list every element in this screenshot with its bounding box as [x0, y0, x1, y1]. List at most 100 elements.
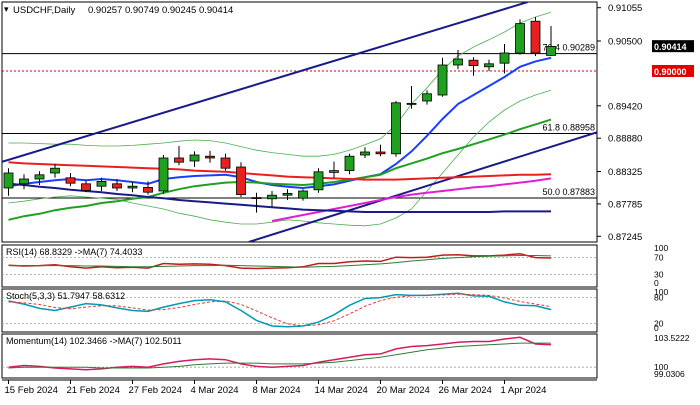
rsi-tick-label: 0 — [654, 278, 659, 288]
price-panel-frame — [1, 1, 598, 243]
candle — [19, 174, 29, 190]
candle — [205, 150, 215, 163]
candle — [313, 168, 324, 193]
bollinger-upper — [8, 11, 552, 157]
candle-body — [375, 151, 386, 155]
momentum-tick-label: 103.5222 — [654, 333, 690, 343]
price-tick-label: 0.90500 — [608, 37, 642, 48]
stoch-tick-label: 0 — [654, 323, 659, 333]
candle — [530, 17, 541, 56]
trendline-channel-upper — [2, 2, 529, 163]
candle — [81, 180, 91, 193]
candle-body — [158, 157, 169, 192]
candle-body — [251, 197, 262, 200]
rsi-tick-label: 70 — [654, 253, 664, 263]
candle — [468, 57, 479, 76]
candle — [267, 191, 277, 207]
candle-body — [174, 157, 184, 163]
momentum-series-1 — [8, 342, 551, 369]
candle — [236, 162, 246, 197]
candle-body — [143, 186, 153, 193]
candle — [499, 44, 510, 74]
rsi-series-0 — [8, 253, 552, 270]
bollinger-lower — [8, 89, 552, 227]
price-tick-label: 0.89420 — [608, 101, 642, 112]
ma-green — [8, 118, 552, 221]
candle-body — [468, 59, 479, 67]
candle-body — [329, 170, 339, 173]
level-label-2: 61.8 0.88958 — [542, 123, 595, 133]
candle-body — [298, 190, 308, 199]
candle — [484, 59, 494, 71]
momentum-tick-label: 99.0306 — [654, 369, 685, 379]
candle-body — [344, 155, 355, 171]
candle — [251, 192, 262, 213]
candle — [329, 161, 339, 178]
candle-body — [50, 167, 60, 174]
price-tick-label: 0.88325 — [608, 167, 642, 178]
momentum-panel-frame — [1, 333, 598, 379]
candle — [515, 19, 525, 55]
stoch-tick-label: 80 — [654, 293, 664, 303]
candle — [96, 177, 107, 191]
rsi-tick-label: 30 — [654, 269, 664, 279]
rsi-legend: RSI(14) 68.8329 ->MA(7) 74.4033 — [6, 247, 142, 257]
level-price-tag-label: 0.90000 — [654, 67, 687, 77]
current-price-tag — [652, 40, 694, 53]
stoch-legend: Stoch(5,3,3) 51.7947 58.6312 — [6, 291, 125, 301]
level-label-0: 76.4 0.90289 — [542, 43, 595, 53]
candle-body — [112, 183, 122, 189]
ohlc-label: 0.90257 0.90749 0.90245 0.90414 — [88, 5, 233, 16]
time-tick-label: 26 Mar 2024 — [439, 385, 492, 396]
candle — [453, 50, 463, 70]
candle-body — [406, 103, 417, 105]
stoch-series-0 — [8, 292, 552, 328]
candle-body — [65, 177, 76, 184]
candle-body — [499, 52, 510, 64]
candle — [127, 182, 138, 193]
candle — [50, 164, 60, 178]
price-panel-content: 76.4 0.90289 61.8 0.88958 50.0 0.87883 — [2, 2, 597, 242]
candle — [34, 171, 45, 185]
current-price-tag-label: 0.90414 — [654, 42, 687, 52]
ma-red — [8, 161, 552, 181]
candle-body — [422, 93, 432, 102]
ma-blue — [8, 56, 552, 190]
candle-body — [96, 180, 107, 187]
candle-body — [313, 171, 324, 191]
candle — [65, 173, 76, 187]
candle-body — [282, 192, 293, 196]
candle-body — [546, 46, 556, 56]
candle — [174, 146, 184, 166]
momentum-series-0 — [8, 336, 552, 371]
candle-body — [391, 102, 401, 155]
trendline-channel-lower — [248, 131, 597, 242]
candle-body — [437, 64, 448, 96]
chart-menu-icon: ▾ — [4, 4, 9, 14]
candle — [298, 189, 308, 201]
stoch-tick-label: 100 — [654, 287, 668, 297]
candle — [282, 189, 293, 200]
level-label-3: 50.0 0.87883 — [542, 187, 595, 197]
candle — [375, 144, 386, 157]
candle-body — [453, 58, 463, 66]
candle — [112, 179, 122, 191]
candle — [143, 181, 153, 195]
price-tick-label: 0.87785 — [608, 199, 642, 210]
momentum-panel-content — [2, 336, 597, 371]
candle-body — [530, 20, 541, 54]
price-tick-label: 0.87245 — [608, 232, 642, 243]
time-tick-label: 20 Mar 2024 — [377, 385, 430, 396]
stoch-panel-frame — [1, 288, 598, 333]
momentum-tick-label: 100 — [654, 362, 668, 372]
candle-body — [189, 154, 200, 162]
candle — [158, 155, 169, 194]
rsi-panel-content — [2, 253, 597, 275]
momentum-legend: Momentum(14) 102.3466 ->MA(7) 102.5011 — [6, 336, 182, 346]
candle-body — [360, 151, 370, 156]
candle — [391, 101, 401, 157]
candle — [344, 153, 355, 175]
candle-body — [34, 174, 45, 180]
